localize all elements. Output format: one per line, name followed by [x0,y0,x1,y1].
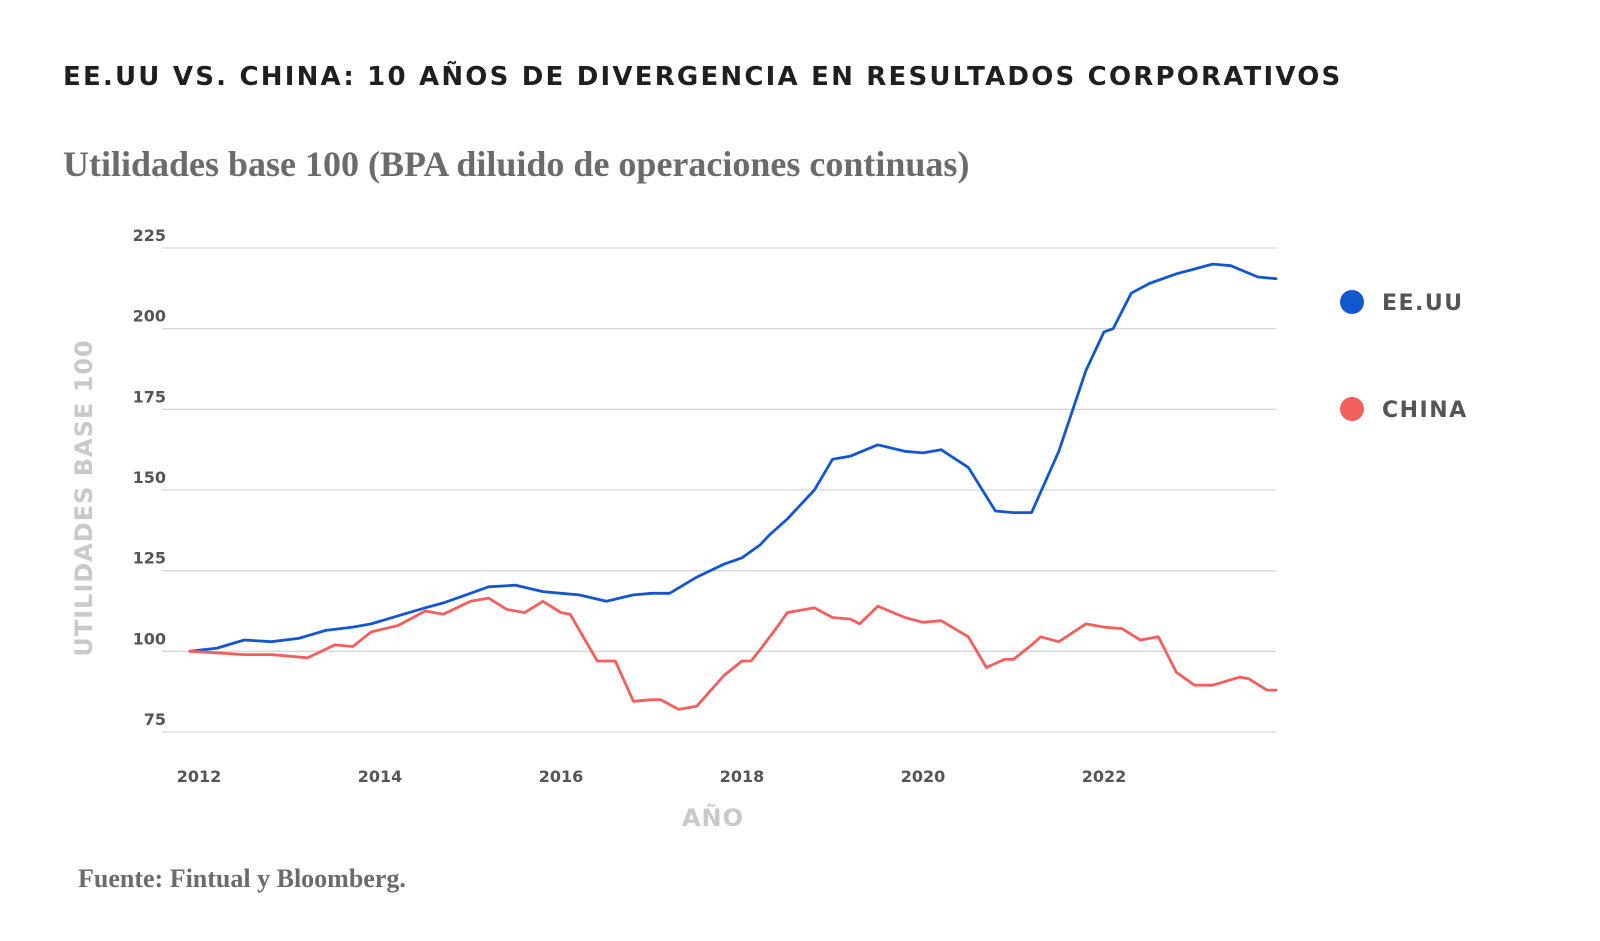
legend-marker-ee-uu [1340,290,1364,314]
series-line-ee-uu [188,262,1278,653]
chart-subtitle: Utilidades base 100 (BPA diluido de oper… [63,144,970,184]
x-tick-label: 2012 [177,767,222,786]
x-tick-label: 2014 [358,767,403,786]
legend: EE.UU CHINA [1340,290,1468,423]
y-axis-title: UTILIDADES BASE 100 [70,339,98,656]
legend-label-ee-uu: EE.UU [1382,291,1464,316]
legend-label-china: CHINA [1382,398,1468,423]
y-tick-label: 200 [133,307,166,326]
x-tick-label: 2018 [720,767,765,786]
y-tick-label: 150 [133,468,166,487]
y-axis-ticks: 75 100 125 150 175 200 225 [133,226,166,729]
y-tick-label: 225 [133,226,166,245]
y-tick-label: 175 [133,387,166,406]
legend-marker-china [1340,397,1364,421]
source-note: Fuente: Fintual y Bloomberg. [78,864,406,893]
x-axis-title: AÑO [682,803,744,832]
series-lines [188,262,1278,711]
x-tick-label: 2016 [539,767,584,786]
y-tick-label: 125 [133,549,166,568]
x-tick-label: 2020 [901,767,946,786]
series-line-china [188,596,1278,711]
y-tick-label: 100 [133,629,166,648]
x-tick-label: 2022 [1082,767,1127,786]
gridlines [162,247,1276,733]
y-tick-label: 75 [144,710,166,729]
x-axis-ticks: 2012 2014 2016 2018 2020 2022 [177,767,1127,786]
chart-title: EE.UU VS. CHINA: 10 AÑOS DE DIVERGENCIA … [63,62,1343,92]
